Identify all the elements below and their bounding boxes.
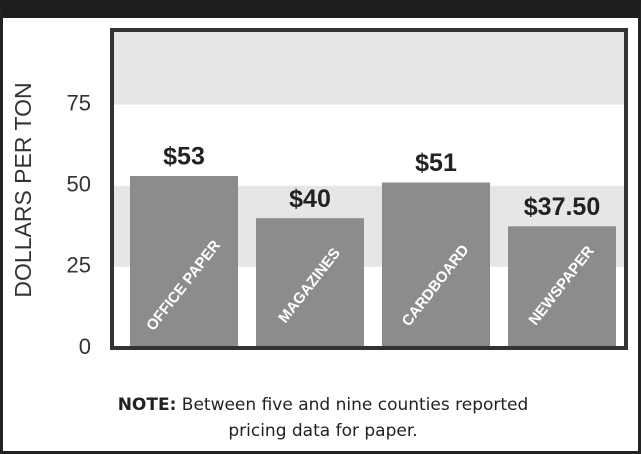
bar: [256, 218, 364, 348]
value-label: $53: [163, 143, 205, 171]
bar: [130, 176, 238, 348]
plot-frame: [110, 28, 628, 350]
bar: [508, 226, 616, 348]
note-text: Between five and nine counties reported …: [181, 395, 529, 441]
y-tick-label: 0: [79, 334, 91, 359]
value-label: $37.50: [524, 193, 600, 221]
y-tick-label: 50: [67, 172, 91, 197]
y-tick-label: 75: [67, 90, 91, 115]
grid-band: [112, 30, 626, 105]
y-tick-label: 25: [67, 253, 91, 278]
value-label: $51: [415, 149, 457, 177]
value-label: $40: [289, 185, 331, 213]
bar: [382, 182, 490, 348]
y-axis-label: DOLLARS PER TON: [10, 82, 36, 297]
note: NOTE: Between five and nine counties rep…: [103, 392, 543, 444]
note-label: NOTE:: [117, 395, 177, 415]
